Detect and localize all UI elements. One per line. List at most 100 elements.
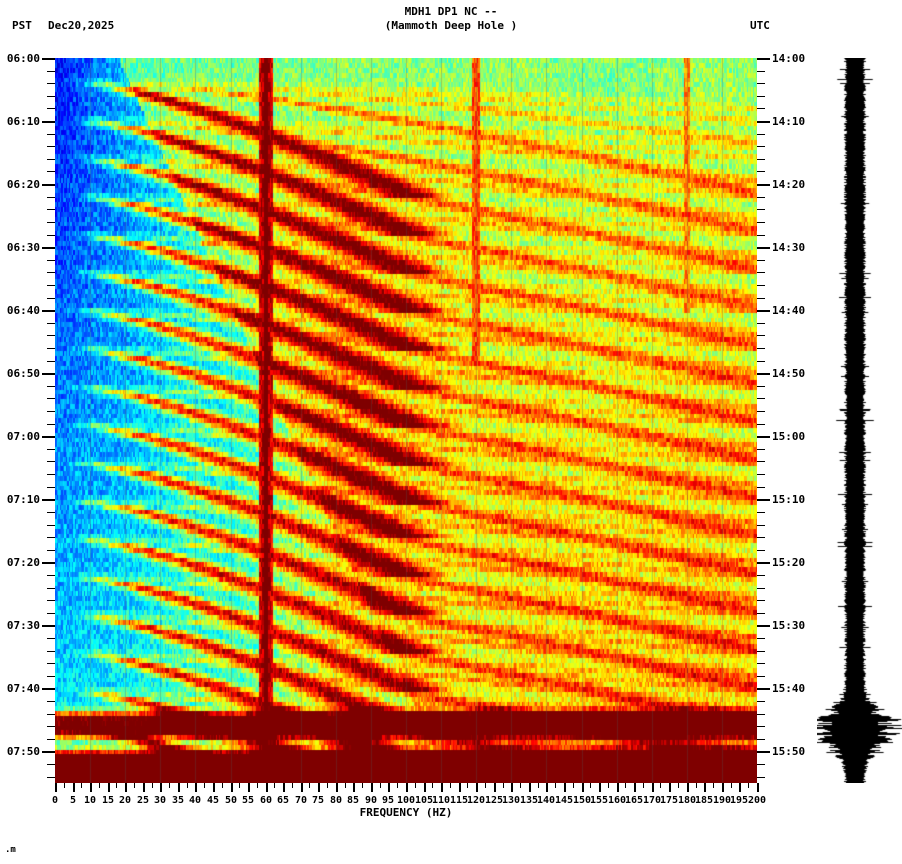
freq-tick-minor xyxy=(64,783,65,788)
time-tick-minor xyxy=(47,335,55,336)
time-tick-minor xyxy=(47,600,55,601)
freq-tick-minor xyxy=(485,783,486,788)
time-tick-minor xyxy=(757,361,765,362)
freq-tick-major xyxy=(617,783,619,792)
time-tick-minor xyxy=(47,272,55,273)
freq-tick-major xyxy=(213,783,215,792)
time-tick-minor xyxy=(47,209,55,210)
freq-tick-label: 5 xyxy=(69,795,77,806)
time-tick-label: 07:20 xyxy=(6,556,40,569)
time-tick-minor xyxy=(47,298,55,299)
freq-tick-minor xyxy=(467,783,468,788)
freq-tick-minor xyxy=(696,783,697,788)
freq-tick-major xyxy=(739,783,741,792)
time-tick-minor xyxy=(757,197,765,198)
freq-tick-major xyxy=(388,783,390,792)
timezone-label-left: PST xyxy=(12,19,32,32)
freq-tick-label: 115 xyxy=(449,795,469,806)
time-tick-minor xyxy=(757,348,765,349)
freq-tick-major xyxy=(634,783,636,792)
freq-tick-major xyxy=(195,783,197,792)
freq-tick-minor xyxy=(555,783,556,788)
freq-tick-major xyxy=(336,783,338,792)
freq-tick-major xyxy=(353,783,355,792)
time-tick-label: 15:10 xyxy=(772,493,806,506)
freq-tick-major xyxy=(582,783,584,792)
time-tick-minor xyxy=(757,71,765,72)
time-tick-minor xyxy=(47,651,55,652)
freq-tick-major xyxy=(424,783,426,792)
freq-tick-major xyxy=(757,783,759,792)
time-tick-minor xyxy=(757,726,765,727)
time-tick-label: 07:10 xyxy=(6,493,40,506)
time-tick-minor xyxy=(47,197,55,198)
time-tick-label: 06:30 xyxy=(6,241,40,254)
freq-tick-major xyxy=(90,783,92,792)
freq-tick-major xyxy=(529,783,531,792)
freq-tick-major xyxy=(476,783,478,792)
freq-tick-major xyxy=(704,783,706,792)
freq-tick-minor xyxy=(152,783,153,788)
time-tick-major xyxy=(42,121,55,123)
freq-tick-label: 135 xyxy=(519,795,539,806)
freq-tick-minor xyxy=(520,783,521,788)
freq-tick-label: 200 xyxy=(747,795,767,806)
freq-tick-minor xyxy=(643,783,644,788)
freq-tick-major xyxy=(546,783,548,792)
time-tick-minor xyxy=(757,588,765,589)
time-tick-label: 06:40 xyxy=(6,304,40,317)
time-tick-minor xyxy=(47,764,55,765)
time-tick-major xyxy=(42,58,55,60)
time-tick-minor xyxy=(757,651,765,652)
freq-tick-label: 0 xyxy=(51,795,59,806)
time-tick-minor xyxy=(47,638,55,639)
time-tick-minor xyxy=(757,159,765,160)
freq-tick-major xyxy=(266,783,268,792)
freq-tick-label: 120 xyxy=(466,795,486,806)
freq-tick-minor xyxy=(134,783,135,788)
freq-tick-minor xyxy=(327,783,328,788)
time-tick-minor xyxy=(757,474,765,475)
freq-tick-minor xyxy=(415,783,416,788)
time-tick-minor xyxy=(757,335,765,336)
freq-tick-label: 145 xyxy=(554,795,574,806)
time-tick-major xyxy=(757,562,770,564)
freq-tick-minor xyxy=(380,783,381,788)
time-tick-minor xyxy=(757,512,765,513)
freq-tick-label: 140 xyxy=(536,795,556,806)
time-tick-minor xyxy=(47,449,55,450)
freq-tick-minor xyxy=(590,783,591,788)
time-tick-major xyxy=(42,499,55,501)
time-tick-minor xyxy=(47,550,55,551)
freq-tick-label: 130 xyxy=(501,795,521,806)
freq-tick-major xyxy=(231,783,233,792)
time-tick-minor xyxy=(757,714,765,715)
freq-tick-minor xyxy=(257,783,258,788)
time-tick-minor xyxy=(47,134,55,135)
time-tick-minor xyxy=(757,461,765,462)
freq-tick-major xyxy=(283,783,285,792)
freq-tick-major xyxy=(564,783,566,792)
time-tick-label: 14:00 xyxy=(772,52,806,65)
freq-tick-label: 85 xyxy=(346,795,360,806)
freq-tick-minor xyxy=(608,783,609,788)
seismogram-trace-panel[interactable] xyxy=(817,58,902,783)
freq-tick-label: 50 xyxy=(224,795,238,806)
time-tick-minor xyxy=(757,411,765,412)
freq-tick-minor xyxy=(204,783,205,788)
time-tick-label: 07:40 xyxy=(6,682,40,695)
spectrogram-plot[interactable] xyxy=(55,58,757,783)
time-tick-major xyxy=(757,121,770,123)
time-tick-minor xyxy=(47,777,55,778)
time-tick-minor xyxy=(757,272,765,273)
time-tick-label: 06:10 xyxy=(6,115,40,128)
freq-tick-major xyxy=(669,783,671,792)
time-tick-minor xyxy=(757,537,765,538)
freq-tick-label: 180 xyxy=(677,795,697,806)
freq-tick-label: 15 xyxy=(101,795,115,806)
time-tick-minor xyxy=(757,449,765,450)
freq-tick-minor xyxy=(309,783,310,788)
time-tick-minor xyxy=(757,764,765,765)
station-code-title: MDH1 DP1 NC -- xyxy=(404,5,498,18)
freq-tick-minor xyxy=(239,783,240,788)
